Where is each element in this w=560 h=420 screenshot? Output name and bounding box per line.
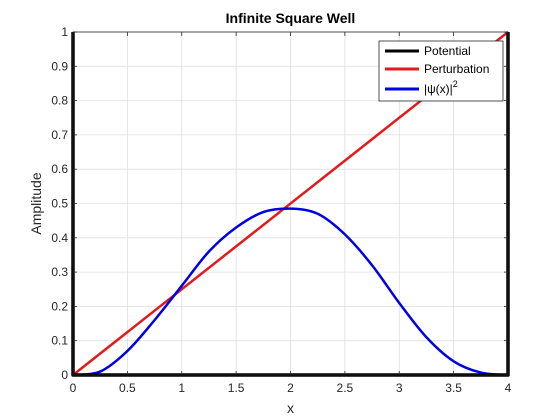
y-tick-label: 0 (61, 368, 68, 382)
chart-title: Infinite Square Well (226, 10, 356, 26)
x-tick-label: 0 (70, 381, 77, 395)
legend-label-wavefunction: |ψ(x)|2 (424, 79, 458, 96)
y-tick-label: 1 (61, 25, 68, 39)
x-tick-label: 4 (505, 381, 512, 395)
x-tick-label: 3.5 (445, 381, 462, 395)
y-tick-label: 0.2 (51, 299, 68, 313)
x-axis-label: x (287, 400, 294, 416)
x-tick-label: 3 (396, 381, 403, 395)
legend-label-perturbation: Perturbation (424, 62, 489, 76)
x-tick-label: 1 (178, 381, 185, 395)
legend: Potential Perturbation |ψ(x)|2 (378, 40, 504, 102)
axis-ticks: 0 0.5 1 1.5 2 2.5 3 3.5 4 0 0.1 0.2 0.3 0.4 0.5 0.6 0.7 0… (51, 25, 511, 395)
y-tick-label: 0.9 (51, 59, 68, 73)
x-tick-label: 2.5 (337, 381, 354, 395)
y-tick-label: 0.6 (51, 162, 68, 176)
y-tick-label: 0.3 (51, 265, 68, 279)
legend-label-potential: Potential (424, 44, 471, 58)
legend-label-wavefunction-base: |ψ(x)| (424, 82, 453, 96)
y-tick-label: 0.5 (51, 197, 68, 211)
y-tick-label: 0.1 (51, 334, 68, 348)
y-axis-label: Amplitude (28, 172, 44, 234)
x-tick-label: 0.5 (119, 381, 136, 395)
y-tick-label: 0.7 (51, 128, 68, 142)
legend-label-wavefunction-exponent: 2 (453, 79, 458, 89)
y-tick-label: 0.4 (51, 231, 68, 245)
wavefunction-curve (72, 207, 509, 377)
x-tick-label: 1.5 (228, 381, 245, 395)
x-tick-label: 2 (287, 381, 294, 395)
y-tick-label: 0.8 (51, 94, 68, 108)
